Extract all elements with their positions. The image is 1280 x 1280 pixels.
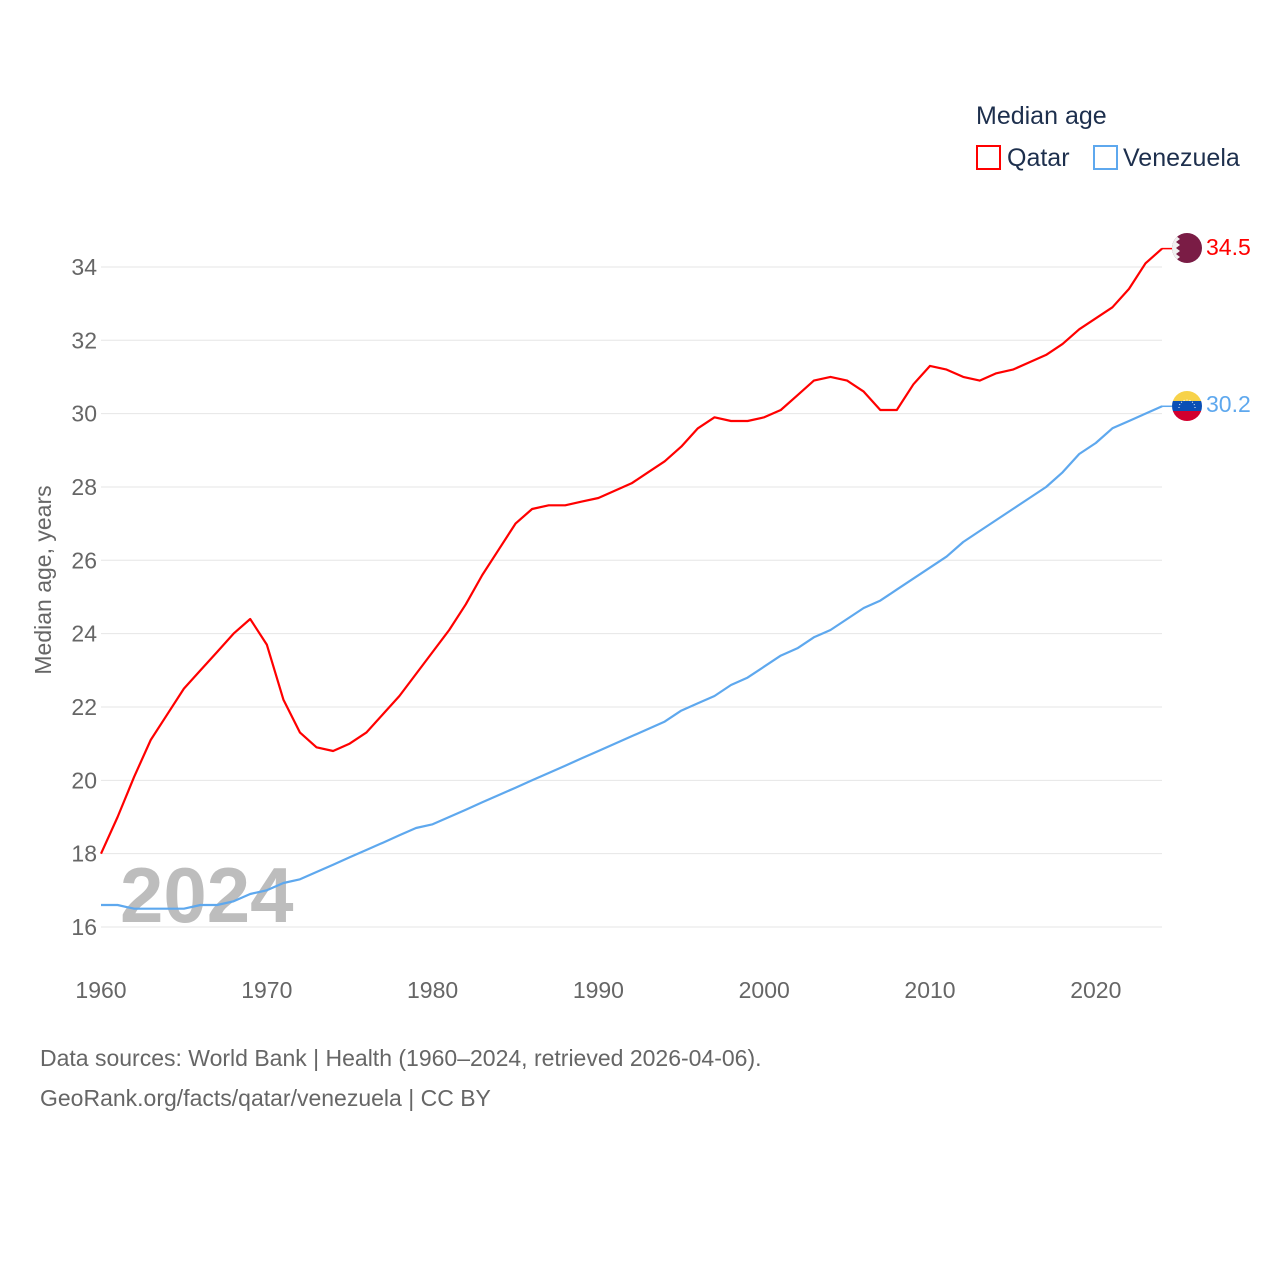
legend-label-qatar: Qatar [1007,144,1070,172]
qatar-flag-icon [1172,233,1202,263]
x-axis: 1960 1970 1980 1990 2000 2010 2020 [75,977,1121,1003]
x-tick-label: 2010 [904,977,955,1003]
x-tick-label: 1970 [241,977,292,1003]
y-tick-label: 20 [71,767,97,793]
credit-line: GeoRank.org/facts/qatar/venezuela | CC B… [40,1085,491,1111]
y-tick-label: 32 [71,327,97,353]
legend-item-qatar[interactable]: Qatar [976,144,1070,172]
legend-title: Median age [976,102,1107,130]
y-axis-label: Median age, years [30,485,56,674]
series-lines [99,247,1163,910]
year-watermark: 2024 [120,851,294,939]
legend: Median age Qatar Venezuela [976,102,1240,172]
end-value-label-venezuela: 30.2 [1206,391,1251,417]
legend-label-venezuela: Venezuela [1123,144,1240,172]
end-value-label-qatar: 34.5 [1206,234,1251,260]
y-tick-label: 24 [71,621,97,647]
x-tick-label: 2020 [1070,977,1121,1003]
x-tick-label: 1980 [407,977,458,1003]
y-tick-label: 18 [71,841,97,867]
x-tick-label: 2000 [739,977,790,1003]
y-tick-label: 34 [71,254,97,280]
data-sources-note: Data sources: World Bank | Health (1960–… [40,1045,762,1071]
end-labels: 34.5 30.2 [1162,234,1251,417]
grid [101,266,1162,928]
legend-item-venezuela[interactable]: Venezuela [1093,144,1240,172]
venezuela-flag-icon [1172,391,1202,421]
y-tick-label: 26 [71,547,97,573]
series-line-qatar [99,247,1163,855]
x-tick-label: 1990 [573,977,624,1003]
legend-swatch-venezuela [1093,145,1118,170]
y-tick-label: 30 [71,401,97,427]
y-tick-label: 28 [71,474,97,500]
x-tick-label: 1960 [75,977,126,1003]
y-tick-label: 16 [71,914,97,940]
legend-swatch-qatar [976,145,1001,170]
y-tick-label: 22 [71,694,97,720]
y-axis: 16 18 20 22 24 26 28 30 32 34 [71,254,97,940]
series-line-venezuela [101,405,1163,910]
